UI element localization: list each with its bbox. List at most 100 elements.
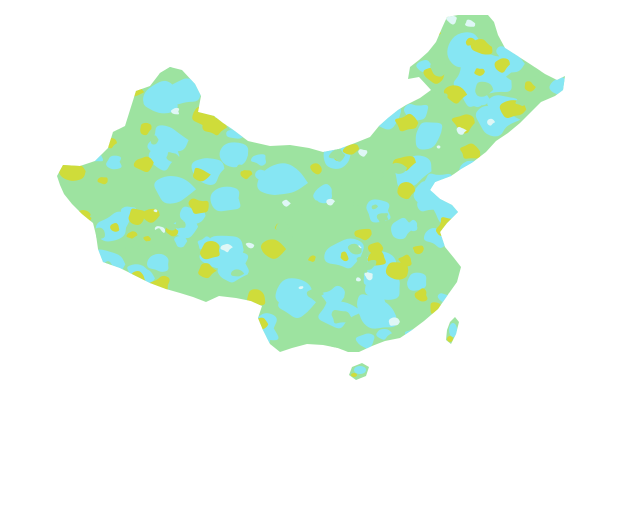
contour-patch	[390, 162, 408, 174]
contour-patch	[134, 36, 155, 52]
contour-patch	[69, 95, 88, 112]
contour-patch	[536, 62, 543, 68]
contour-patch	[73, 308, 90, 324]
contour-patch	[245, 242, 255, 249]
contour-patch	[355, 333, 375, 349]
contour-patch	[247, 336, 271, 352]
contour-patch	[363, 94, 401, 130]
contour-patch	[532, 46, 542, 56]
contour-patch	[502, 237, 534, 260]
contour-patch	[474, 68, 485, 76]
contour-patch	[230, 269, 245, 277]
contour-patch	[436, 145, 441, 149]
contour-patch	[154, 175, 197, 204]
contour-patch	[141, 208, 160, 223]
contour-patch	[537, 134, 564, 159]
contour-patch	[242, 18, 257, 31]
contour-patch	[474, 224, 490, 237]
contour-patch	[91, 27, 112, 48]
contour-patch	[357, 294, 387, 318]
contour-patch	[278, 286, 316, 318]
contour-patch	[406, 43, 414, 50]
contour-patch	[529, 15, 539, 20]
contour-patch	[520, 136, 525, 141]
contour-patch	[147, 17, 171, 35]
contour-patch	[219, 142, 249, 168]
contour-patch	[88, 37, 100, 45]
contour-patch	[198, 263, 217, 279]
contour-patch	[351, 35, 364, 48]
contour-patch	[155, 20, 160, 25]
contour-patch	[109, 46, 134, 66]
contour-patch	[257, 102, 297, 135]
contour-patch	[280, 109, 305, 128]
contour-patch	[347, 243, 362, 255]
contour-patch	[321, 114, 336, 124]
contour-patch	[293, 22, 311, 35]
contour-patch	[238, 116, 245, 123]
contour-patch	[94, 329, 120, 352]
contour-patch	[188, 198, 209, 214]
contour-patch	[263, 55, 309, 86]
contour-patch	[537, 193, 565, 218]
contour-patch	[456, 126, 467, 135]
contour-patch	[263, 42, 271, 50]
contour-patch	[363, 260, 377, 270]
contour-patch	[339, 64, 356, 80]
contour-patch	[211, 336, 222, 345]
contour-patch	[58, 161, 86, 181]
contour-patch	[365, 15, 385, 28]
contour-patch	[60, 47, 74, 59]
contour-patch	[126, 231, 138, 239]
hainan-island	[349, 363, 369, 380]
contour-patch	[527, 257, 558, 280]
contour-patch	[496, 307, 536, 335]
contour-patch	[148, 143, 180, 171]
contour-patch	[57, 264, 67, 277]
contour-patch	[205, 23, 225, 42]
contour-patch	[123, 22, 147, 44]
contour-patch	[407, 272, 427, 291]
contour-patch	[294, 211, 302, 218]
contour-patch	[261, 15, 278, 26]
contour-patch	[106, 88, 120, 101]
contour-patch	[541, 17, 561, 32]
contour-patch	[310, 200, 320, 209]
contour-patch	[430, 59, 446, 77]
contour-patch	[352, 200, 361, 206]
contour-patch	[125, 268, 155, 291]
contour-patch	[308, 255, 316, 262]
contour-patch	[320, 49, 345, 72]
contour-patch	[537, 15, 565, 40]
contour-patch	[470, 300, 485, 313]
contour-patch	[301, 37, 314, 51]
contour-patch	[57, 203, 70, 213]
contour-patch	[331, 309, 351, 324]
contour-patch	[460, 143, 481, 159]
contour-patch	[388, 317, 400, 326]
contour-patch	[60, 212, 80, 230]
contour-patch	[119, 317, 143, 338]
contour-patch	[103, 73, 128, 96]
contour-patch	[376, 328, 392, 340]
contour-patch	[545, 174, 556, 182]
contour-patch	[329, 116, 342, 126]
contour-patch	[552, 124, 565, 138]
contour-patch	[387, 43, 404, 58]
contour-patch	[486, 195, 501, 207]
contour-patch	[87, 41, 119, 68]
contour-patch	[529, 246, 547, 259]
contour-patch	[301, 80, 310, 86]
contour-patch	[92, 337, 109, 350]
contour-patch	[143, 88, 170, 110]
taiwan-island	[446, 317, 459, 344]
contour-patch	[368, 169, 386, 181]
contour-patch	[257, 163, 308, 195]
contour-patch	[112, 19, 129, 33]
contour-patch	[282, 199, 291, 207]
contour-patch	[475, 81, 494, 97]
contour-patch	[110, 222, 120, 232]
contour-patch	[482, 327, 504, 348]
